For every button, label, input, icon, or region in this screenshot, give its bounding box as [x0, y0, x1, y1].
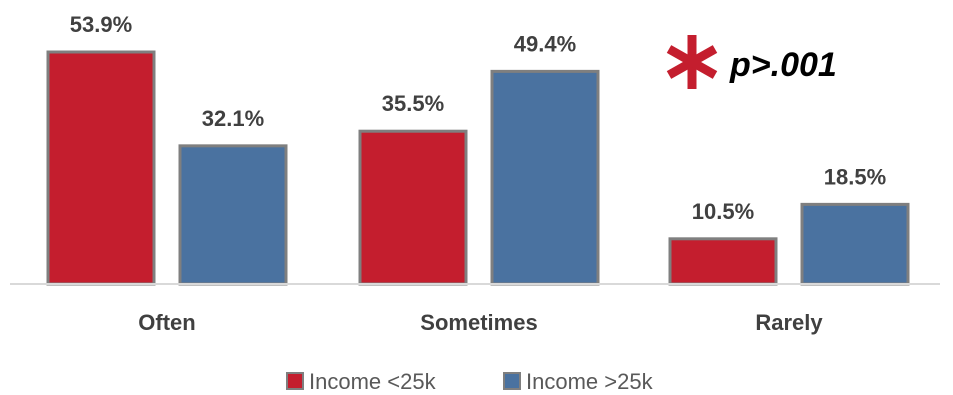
bar-often-income-over-25k: [178, 144, 288, 286]
category-label-often: Often: [138, 310, 195, 335]
category-labels: Often Sometimes Rarely: [138, 310, 823, 335]
data-label: 18.5%: [824, 164, 886, 189]
annotation: p>.001: [666, 35, 837, 89]
data-label: 10.5%: [692, 199, 754, 224]
data-label: 32.1%: [202, 106, 264, 131]
bar-sometimes-income-under-25k: [358, 129, 468, 286]
data-label: 53.9%: [70, 12, 132, 37]
legend-swatch: [286, 372, 304, 390]
asterisk-icon: [666, 35, 718, 89]
data-label: 49.4%: [514, 31, 576, 56]
bars-layer: [46, 50, 910, 286]
legend: Income <25k Income >25k: [286, 369, 654, 394]
bar-rarely-income-under-25k: [668, 237, 778, 286]
legend-item-income-under-25k: Income <25k: [286, 369, 437, 394]
bar-rarely-income-over-25k: [800, 202, 910, 286]
legend-label: Income >25k: [526, 369, 654, 394]
legend-swatch: [503, 372, 521, 390]
legend-item-income-over-25k: Income >25k: [503, 369, 654, 394]
category-label-rarely: Rarely: [755, 310, 823, 335]
category-label-sometimes: Sometimes: [420, 310, 537, 335]
labels-layer: 53.9% 32.1% 35.5% 49.4% 10.5% 18.5%: [70, 12, 886, 224]
data-label: 35.5%: [382, 91, 444, 116]
bar-sometimes-income-over-25k: [490, 69, 600, 286]
bar-often-income-under-25k: [46, 50, 156, 286]
annotation-text: p>.001: [729, 46, 837, 84]
legend-label: Income <25k: [309, 369, 437, 394]
